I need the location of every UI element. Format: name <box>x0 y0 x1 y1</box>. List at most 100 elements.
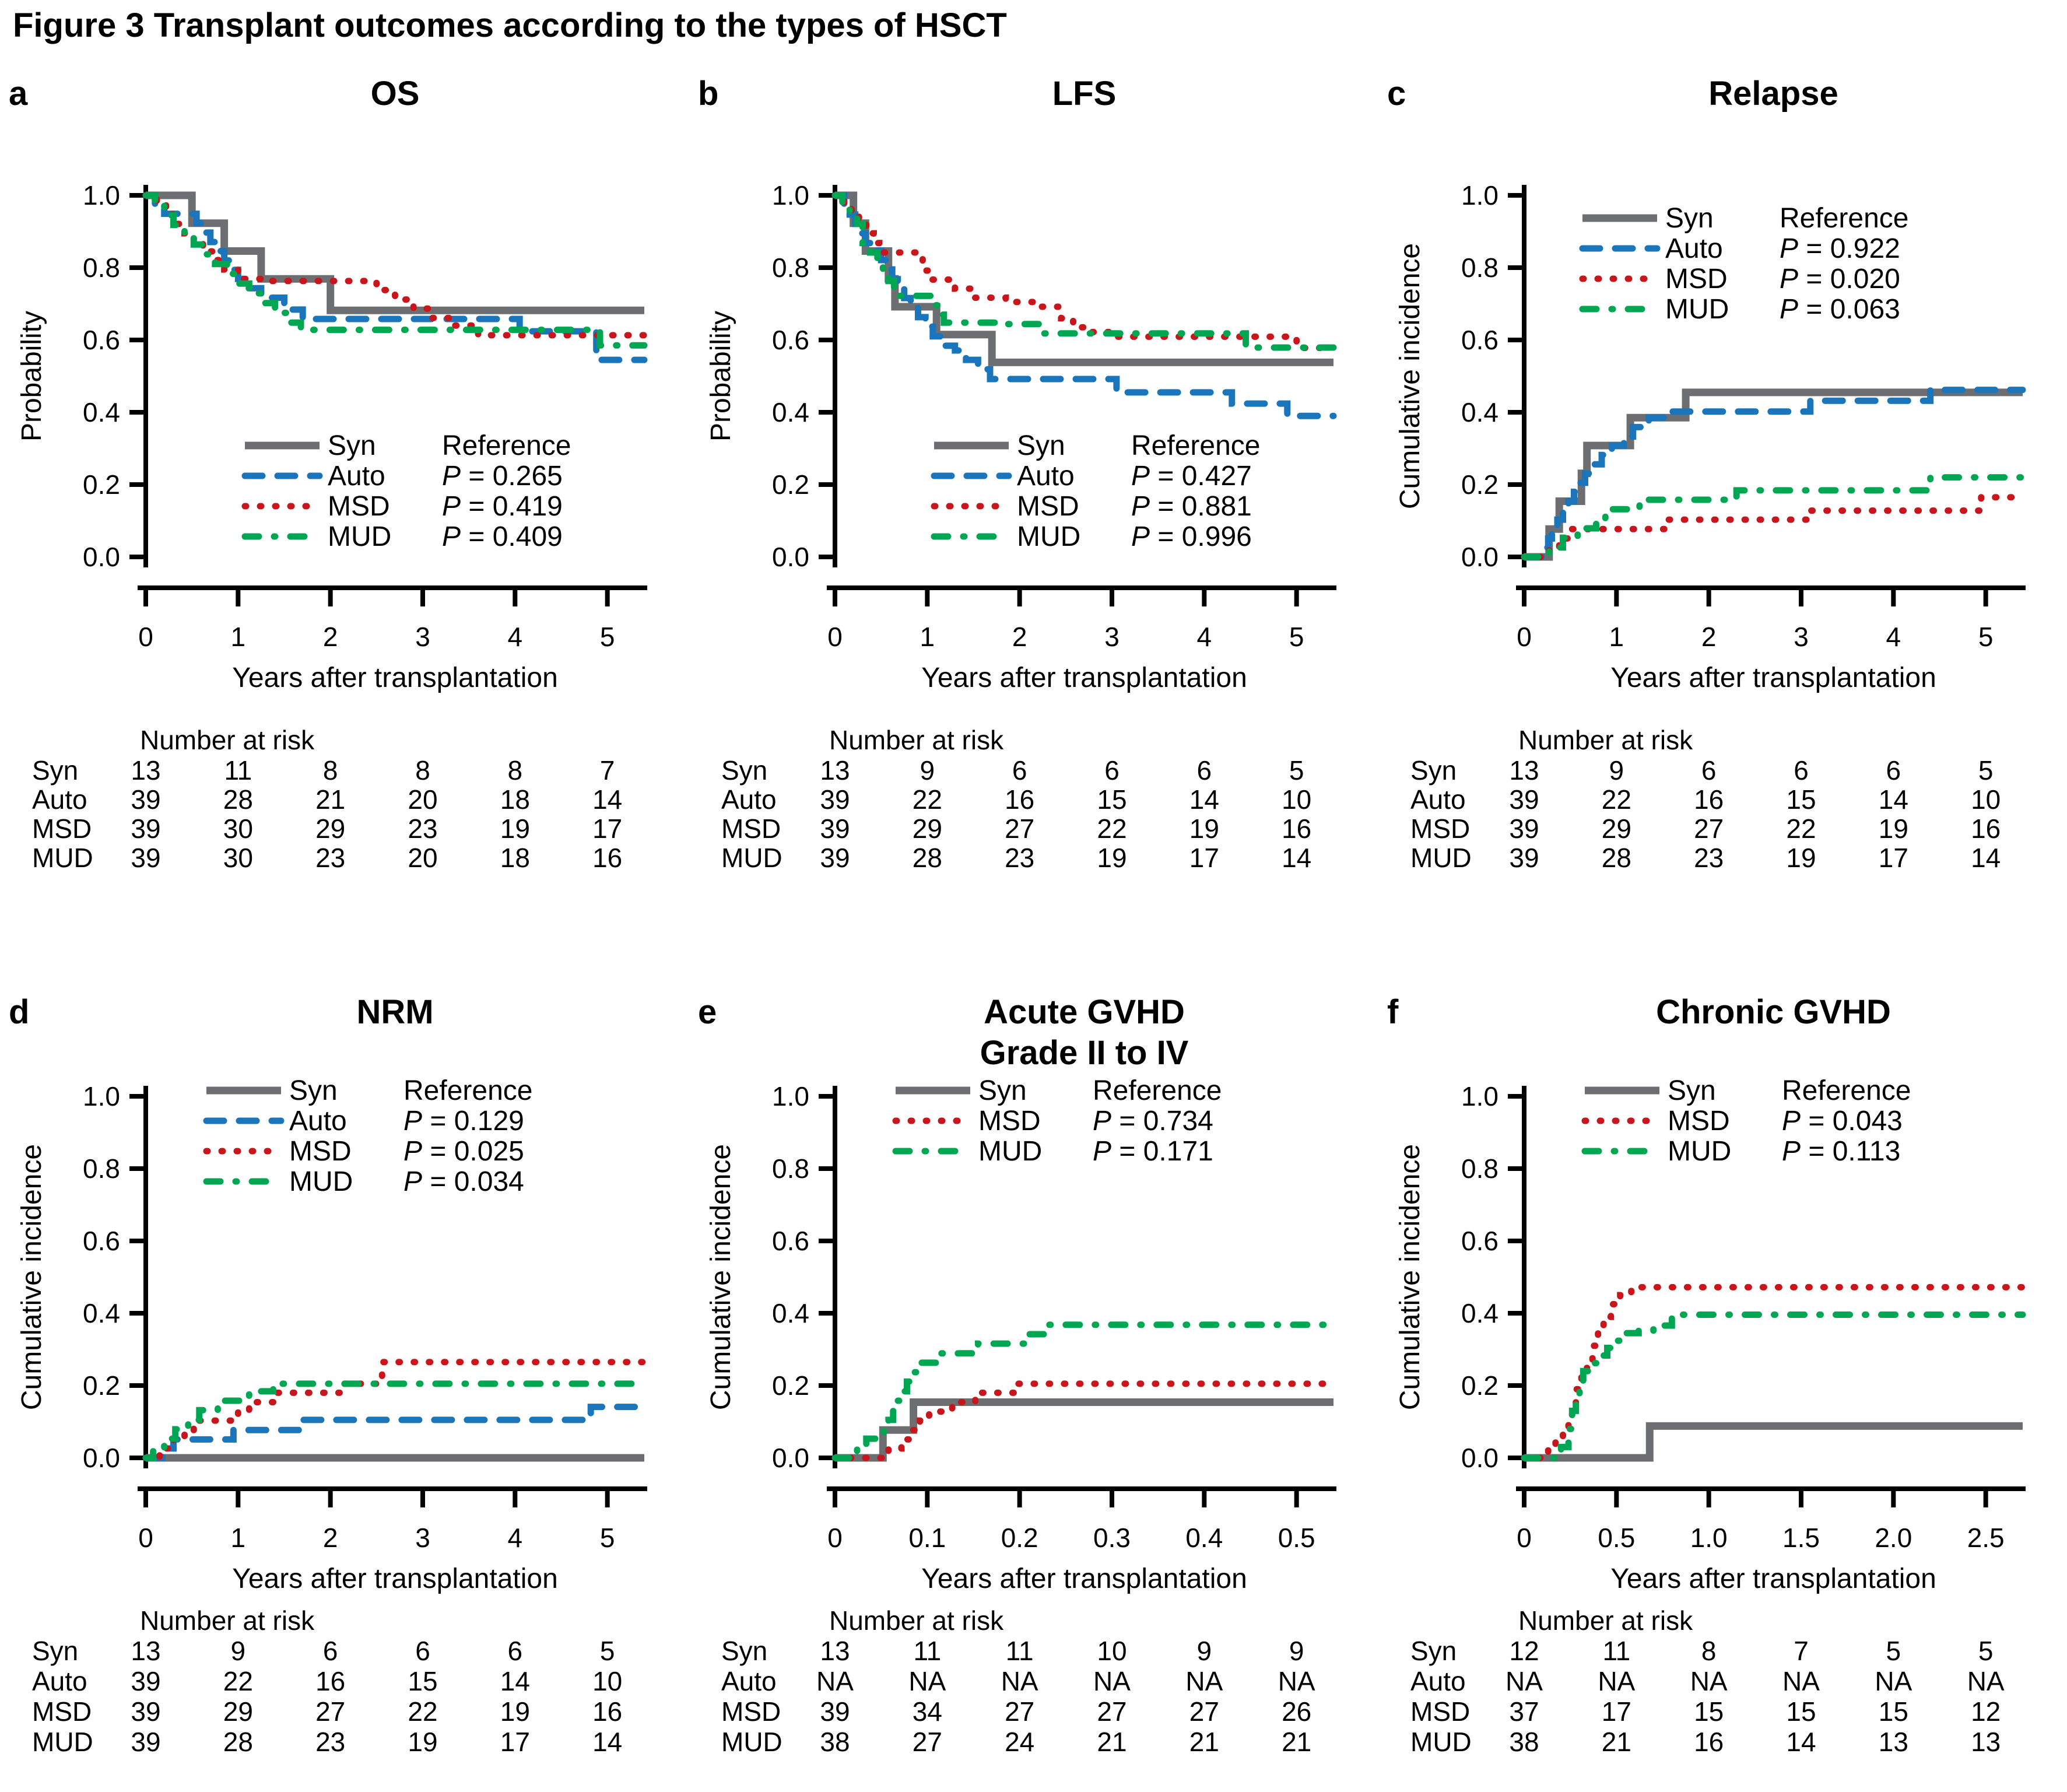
risk-row-label: Syn <box>32 755 78 785</box>
y-tick-label: 0.0 <box>772 542 809 572</box>
risk-table-header: Number at risk <box>829 1605 1004 1636</box>
panel-e: e Acute GVHD Grade II to IV 1.0 0.8 0.6 0.4 0.2… <box>689 945 1378 1792</box>
curve-syn <box>1524 1422 2023 1462</box>
x-tick-label: 3 <box>415 622 430 652</box>
risk-value: 27 <box>1097 1696 1127 1727</box>
x-axis-title: Years after transplantation <box>232 1563 558 1594</box>
y-tick-label: 0.8 <box>1461 253 1499 283</box>
risk-value: 11 <box>224 755 252 785</box>
risk-value: 39 <box>131 1727 160 1757</box>
risk-table: Number at risk Syn 13 9 6 6 6 5 Auto 39 22 16 15 14 10… <box>721 725 1311 873</box>
curves <box>831 191 1337 419</box>
legend-label-mud: MUD <box>1017 521 1080 552</box>
risk-value: 13 <box>131 1636 160 1666</box>
risk-value: 16 <box>1694 1727 1724 1757</box>
panel-letter: c <box>1387 75 1406 113</box>
legend-label-msd: MSD <box>289 1136 352 1167</box>
x-tick-label: 0.5 <box>1278 1523 1315 1553</box>
risk-value: 22 <box>1097 813 1127 844</box>
risk-value: 23 <box>408 813 437 844</box>
y-tick-label: 0.0 <box>83 542 120 572</box>
risk-value: 6 <box>323 1636 338 1666</box>
risk-value: 14 <box>1786 1727 1816 1757</box>
y-tick-label: 0.4 <box>1461 1298 1499 1328</box>
x-tick-label: 2.0 <box>1875 1523 1912 1553</box>
y-axis: 1.0 0.8 0.6 0.4 0.2 0.0 Cumulative incidence <box>1395 1081 1526 1473</box>
legend-stat-auto: P = 0.922 <box>1780 233 1900 264</box>
x-axis-title: Years after transplantation <box>1610 662 1936 693</box>
risk-value: 39 <box>131 813 160 844</box>
x-axis: 0 1 2 3 4 5 Years after transplantation <box>1516 585 2026 693</box>
panel-c: c Relapse 1.0 0.8 0.6 0.4 0.2 0.0 Cumulative inc… <box>1378 47 2067 945</box>
curve-mud <box>1521 474 2026 560</box>
legend-label-syn: Syn <box>1665 203 1714 234</box>
risk-value: 27 <box>1694 813 1724 844</box>
risk-value: 18 <box>500 784 530 815</box>
curve-mud <box>1521 1311 2026 1461</box>
legend: Syn Reference Auto P = 0.922 MSD P = 0.020 MUD… <box>1579 203 1908 325</box>
panel-title: OS <box>371 75 420 113</box>
risk-value: NA <box>1967 1666 2005 1696</box>
x-tick-label: 1.5 <box>1782 1523 1820 1553</box>
x-tick-label: 0.1 <box>908 1523 946 1553</box>
risk-value: 17 <box>1189 843 1219 873</box>
legend-stat-syn: Reference <box>1782 1075 1911 1106</box>
y-axis: 1.0 0.8 0.6 0.4 0.2 0.0 Cumulative incidence <box>1395 180 1526 572</box>
risk-value: 30 <box>223 843 253 873</box>
panel-c-chart: c Relapse 1.0 0.8 0.6 0.4 0.2 0.0 Cumulative inc… <box>1387 75 2026 873</box>
risk-value: 29 <box>1602 813 1631 844</box>
panel-subtitle: Grade II to IV <box>980 1034 1189 1072</box>
panel-letter: a <box>9 75 28 113</box>
panel-a: a OS 1.0 0.8 0.6 0.4 0.2 0.0 Probability 0 1 2 3 4 5 Ye… <box>0 47 689 945</box>
risk-row-label: Syn <box>32 1636 78 1666</box>
legend-stat-auto: P = 0.427 <box>1131 461 1252 492</box>
y-axis-title: Probability <box>16 311 47 441</box>
risk-value: 5 <box>1978 755 1994 785</box>
legend-label-msd: MSD <box>1665 264 1728 294</box>
x-tick-label: 5 <box>600 1523 615 1553</box>
risk-value: NA <box>1598 1666 1635 1696</box>
risk-value: 14 <box>1879 784 1908 815</box>
curve-mud <box>142 1380 648 1461</box>
risk-value: 19 <box>1879 813 1908 844</box>
y-axis-title: Cumulative incidence <box>706 1144 736 1410</box>
y-axis-title: Probability <box>706 311 736 441</box>
figure-title: Figure 3 Transplant outcomes according t… <box>13 6 1007 44</box>
legend-stat-syn: Reference <box>1780 203 1908 234</box>
legend-label-auto: Auto <box>1665 233 1723 264</box>
risk-value: 17 <box>1602 1696 1631 1727</box>
risk-value: NA <box>1505 1666 1543 1696</box>
risk-value: 27 <box>315 1696 345 1727</box>
risk-value: 27 <box>1189 1696 1219 1727</box>
y-tick-label: 0.8 <box>772 253 809 283</box>
risk-row-label: MSD <box>32 813 92 844</box>
risk-value: 13 <box>1971 1727 2001 1757</box>
y-tick-label: 0.6 <box>772 325 809 355</box>
y-tick-label: 0.2 <box>772 469 809 500</box>
x-tick-label: 4 <box>1197 622 1212 652</box>
risk-value: 28 <box>223 784 253 815</box>
risk-value: 30 <box>223 813 253 844</box>
risk-row-label: MUD <box>32 843 93 873</box>
y-tick-label: 0.8 <box>1461 1153 1499 1184</box>
risk-value: 34 <box>913 1696 942 1727</box>
risk-value: 14 <box>1282 843 1311 873</box>
legend-label-mud: MUD <box>328 521 391 552</box>
x-axis-title: Years after transplantation <box>1610 1563 1936 1594</box>
y-axis-title: Cumulative incidence <box>16 1144 47 1410</box>
risk-value: 23 <box>315 843 345 873</box>
panel-d-chart: d NRM 1.0 0.8 0.6 0.4 0.2 0.0 Cumulative inciden… <box>9 993 648 1757</box>
curve-auto <box>831 192 1337 419</box>
risk-value: 21 <box>1189 1727 1219 1757</box>
curve-auto <box>142 1404 648 1461</box>
x-tick-label: 5 <box>1289 622 1304 652</box>
risk-row-label: Auto <box>32 1666 87 1696</box>
risk-value: 11 <box>913 1636 941 1666</box>
y-tick-label: 0.2 <box>83 1370 120 1401</box>
legend-stat-msd: P = 0.734 <box>1093 1106 1213 1137</box>
risk-value: 39 <box>820 843 850 873</box>
legend-stat-mud: P = 0.063 <box>1780 294 1900 325</box>
risk-value: 6 <box>1701 755 1717 785</box>
